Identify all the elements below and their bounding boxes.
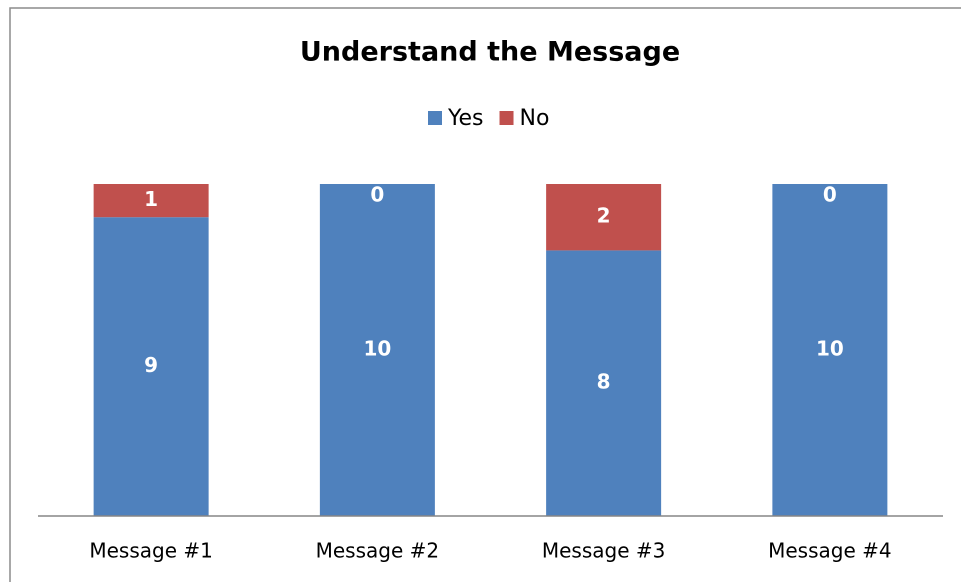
data-label: 8 bbox=[597, 370, 611, 394]
bar-segment bbox=[546, 250, 662, 516]
legend-label: No bbox=[520, 106, 550, 131]
x-tick-label: Message #1 bbox=[89, 539, 213, 563]
bar-segment bbox=[772, 184, 888, 516]
bar-segment bbox=[93, 217, 209, 516]
x-tick-label: Message #3 bbox=[542, 539, 666, 563]
x-tick-label: Message #2 bbox=[316, 539, 440, 563]
data-label: 10 bbox=[363, 337, 391, 361]
data-label: 0 bbox=[370, 183, 384, 207]
data-label: 1 bbox=[144, 187, 158, 211]
bar-segment bbox=[319, 184, 435, 516]
data-label: 2 bbox=[597, 204, 611, 228]
data-label: 9 bbox=[144, 353, 158, 377]
chart-title: Understand the Message bbox=[300, 37, 680, 68]
bar-segment bbox=[546, 184, 662, 251]
legend-label: Yes bbox=[447, 106, 484, 131]
data-label: 10 bbox=[816, 337, 844, 361]
bar-segment bbox=[93, 184, 209, 218]
data-label: 0 bbox=[823, 183, 837, 207]
x-tick-label: Message #4 bbox=[768, 539, 892, 563]
legend-swatch bbox=[428, 111, 442, 125]
legend-swatch bbox=[499, 111, 514, 125]
